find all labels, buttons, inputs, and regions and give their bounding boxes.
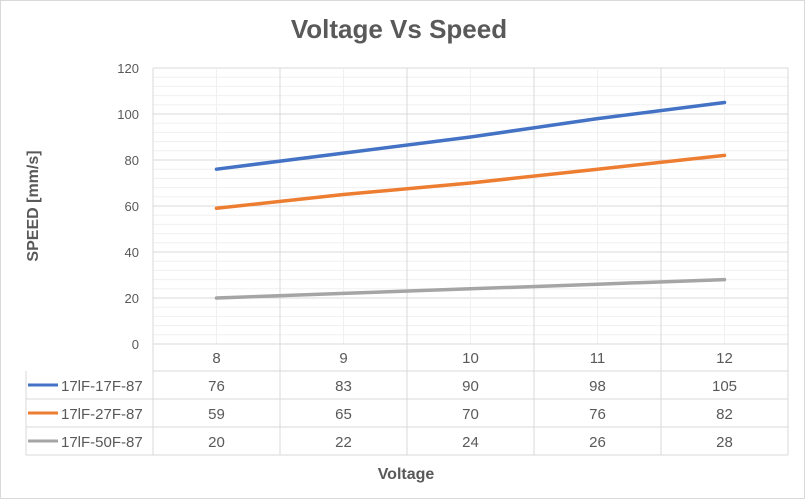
series-line — [214, 277, 727, 300]
table-cell: 28 — [716, 434, 733, 451]
y-tick-label: 0 — [132, 337, 139, 352]
x-tick-label: 11 — [590, 350, 606, 367]
table-cell: 105 — [712, 378, 737, 395]
table-cell: 82 — [716, 406, 733, 423]
legend-label: 17lF-27F-87 — [61, 406, 143, 423]
x-axis-label: Voltage — [378, 466, 435, 483]
y-tick-label: 100 — [117, 107, 139, 122]
x-tick-label: 12 — [716, 350, 733, 367]
table-cell: 83 — [335, 378, 352, 395]
y-tick-label: 80 — [125, 153, 139, 168]
series-line — [214, 100, 727, 171]
table-cell: 98 — [589, 378, 606, 395]
table-cell: 76 — [589, 406, 606, 423]
y-tick-label: 120 — [117, 61, 139, 76]
table-cell: 76 — [208, 378, 225, 395]
legend-label: 17lF-17F-87 — [61, 378, 143, 395]
table-cell: 20 — [208, 434, 225, 451]
table-cell: 90 — [462, 378, 479, 395]
x-tick-label: 9 — [339, 350, 347, 367]
table-cell: 65 — [335, 406, 352, 423]
x-tick-label: 10 — [462, 350, 479, 367]
table-cell: 26 — [589, 434, 606, 451]
table-cell: 22 — [335, 434, 352, 451]
table-cell: 59 — [208, 406, 225, 423]
y-tick-label: 40 — [125, 245, 139, 260]
table-cell: 70 — [462, 406, 479, 423]
y-axis-label: SPEED [mm/s] — [25, 150, 42, 261]
legend-label: 17lF-50F-87 — [61, 434, 143, 451]
series-line — [214, 153, 727, 211]
chart-title: Voltage Vs Speed — [291, 14, 507, 44]
x-tick-label: 8 — [212, 350, 220, 367]
y-tick-label: 60 — [125, 199, 139, 214]
y-tick-label: 20 — [125, 291, 139, 306]
table-cell: 24 — [462, 434, 479, 451]
